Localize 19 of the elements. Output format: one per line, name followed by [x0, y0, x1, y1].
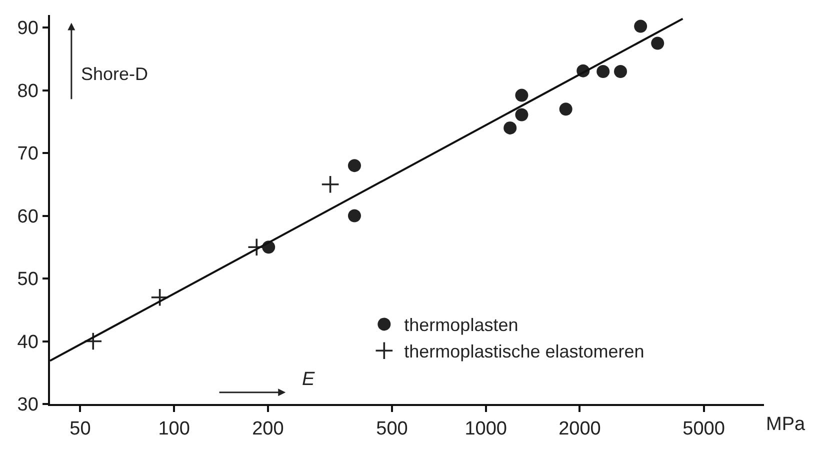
y-tick-label: 30: [17, 394, 38, 416]
y-tick-label: 90: [17, 18, 38, 40]
y-axis-title: Shore-D: [81, 64, 148, 84]
x-axis-title: E: [302, 369, 315, 390]
x-tick-label: 500: [376, 418, 408, 440]
x-tick-label: 5000: [682, 418, 725, 440]
text: MPa: [766, 414, 806, 435]
x-tick-label: 100: [158, 418, 190, 440]
legend-label: thermoplasten: [404, 315, 518, 336]
y-tick-label: 60: [17, 206, 38, 228]
x-tick-label: 1000: [464, 418, 507, 440]
x-tick-label: 2000: [558, 418, 601, 440]
x-tick-label: 50: [70, 418, 91, 440]
x-tick-label: 200: [252, 418, 284, 440]
y-tick-label: 80: [17, 80, 38, 102]
legend-label: thermoplastische elastomeren: [404, 342, 644, 362]
y-tick-label: 50: [17, 269, 38, 290]
y-tick-label: 70: [17, 144, 38, 165]
y-tick-label: 40: [17, 332, 38, 353]
